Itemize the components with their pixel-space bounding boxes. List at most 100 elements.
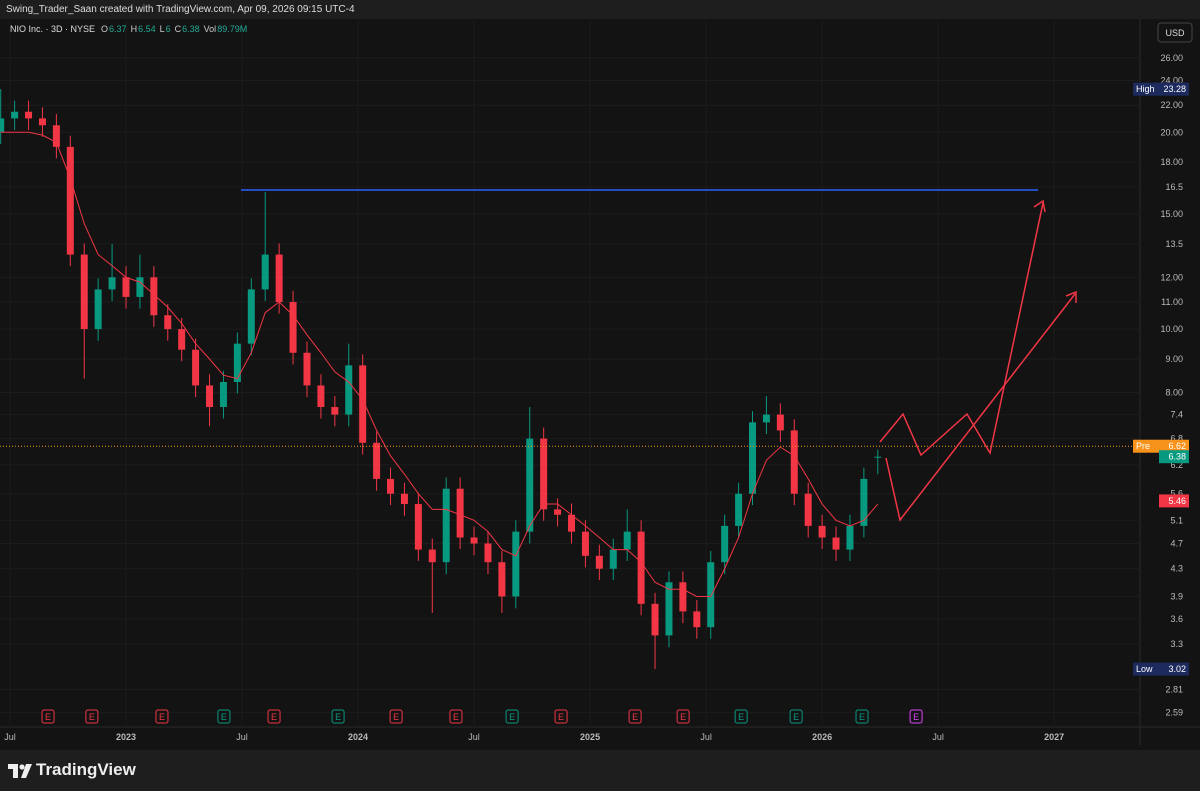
earnings-label: E: [453, 712, 459, 722]
earnings-label: E: [89, 712, 95, 722]
candle-body: [748, 422, 756, 494]
earnings-box: [331, 709, 345, 724]
candle-body: [192, 349, 200, 386]
y-tick-label: 6.2: [1170, 460, 1183, 470]
earnings-box: [789, 709, 803, 724]
y-tick-label: 20.00: [1160, 127, 1183, 137]
price-badge: [1133, 439, 1189, 453]
legend-value: 6.38: [182, 24, 200, 34]
y-tick-label: 24.00: [1160, 76, 1183, 86]
candle-body: [428, 549, 436, 563]
footer: TradingView: [0, 750, 1200, 791]
y-tick-label: 8.00: [1165, 387, 1183, 397]
price-badge-value: 6.62: [1168, 441, 1186, 451]
candle-body: [609, 549, 617, 569]
y-tick-label: 4.3: [1170, 564, 1183, 574]
earnings-marker: E: [331, 709, 345, 724]
candle-body: [554, 509, 562, 515]
price-badge-name: High: [1136, 84, 1155, 94]
candle-body: [818, 525, 826, 538]
legend-value: 6.54: [138, 24, 156, 34]
earnings-label: E: [221, 712, 227, 722]
y-tick-label: 22.00: [1160, 100, 1183, 110]
candle-body: [247, 289, 255, 344]
y-tick-label: 16.5: [1165, 182, 1183, 192]
candle-body: [150, 277, 158, 316]
earnings-marker: E: [734, 709, 748, 724]
earnings-marker: E: [554, 709, 568, 724]
candle-body: [595, 555, 603, 569]
earnings-marker: E: [155, 709, 169, 724]
legend-key: Vol: [203, 24, 217, 34]
candle-body: [345, 365, 353, 415]
y-tick-label: 2.81: [1165, 685, 1183, 695]
candle-body: [776, 414, 784, 431]
candle-body: [874, 456, 882, 458]
chart-background: [0, 19, 1200, 750]
currency: USD: [1165, 28, 1185, 38]
candle-body: [233, 343, 241, 382]
earnings-box: [628, 709, 642, 724]
earnings-label: E: [913, 712, 919, 722]
candle-body: [804, 493, 812, 526]
candle-body: [66, 146, 74, 255]
earnings-box: [505, 709, 519, 724]
earnings-marker: E: [217, 709, 231, 724]
candle-body: [275, 254, 283, 303]
price-badge-value: 3.02: [1168, 664, 1186, 674]
candle-body: [52, 125, 60, 147]
x-tick-label: 2026: [812, 732, 832, 742]
earnings-box: [267, 709, 281, 724]
candle-body: [735, 493, 743, 526]
earnings-label: E: [335, 712, 341, 722]
candle-body: [526, 438, 534, 532]
candle-body: [651, 603, 659, 636]
y-tick-label: 6.8: [1170, 434, 1183, 444]
earnings-box: [554, 709, 568, 724]
currency-button[interactable]: [1157, 22, 1193, 43]
earnings-box: [909, 709, 923, 724]
earnings-box: [41, 709, 55, 724]
candle-body: [303, 352, 311, 386]
candle-body: [414, 504, 422, 550]
y-tick-label: 12.00: [1160, 272, 1183, 282]
y-tick-label: 2.59: [1165, 708, 1183, 718]
candle-body: [456, 488, 464, 538]
earnings-box: [217, 709, 231, 724]
candle-body: [721, 525, 729, 563]
earnings-box: [449, 709, 463, 724]
arrow-head: [1033, 199, 1046, 213]
legend: NIO Inc. · 3D · NYSE O6.37 H6.54 L6 C6.38 Vol…: [10, 24, 248, 34]
earnings-marker: E: [41, 709, 55, 724]
earnings-label: E: [632, 712, 638, 722]
earnings-label: E: [45, 712, 51, 722]
moving-average: [0, 131, 879, 597]
earnings-label: E: [558, 712, 564, 722]
y-tick-label: 9.00: [1165, 354, 1183, 364]
earnings-box: [85, 709, 99, 724]
candle-body: [512, 531, 520, 597]
earnings-box: [676, 709, 690, 724]
y-tick-label: 7.4: [1170, 410, 1183, 420]
legend-value: 6.37: [109, 24, 127, 34]
y-tick-label: 5.1: [1170, 515, 1183, 525]
y-tick-label: 15.00: [1160, 209, 1183, 219]
legend-value: 89.79M: [217, 24, 248, 34]
candle-body: [790, 430, 798, 494]
x-tick-label: Jul: [4, 732, 16, 742]
earnings-marker: E: [505, 709, 519, 724]
x-tick-label: 2025: [580, 732, 600, 742]
candle-body: [693, 611, 701, 628]
legend-key: C: [174, 24, 182, 34]
legend-title: NIO Inc. · 3D · NYSE: [10, 24, 96, 34]
candle-body: [289, 302, 297, 353]
candle-body: [568, 514, 576, 532]
candle-body: [331, 407, 339, 415]
y-tick-label: 26.00: [1160, 53, 1183, 63]
author-line: Swing_Trader_Saan created with TradingVi…: [0, 0, 1200, 19]
earnings-label: E: [793, 712, 799, 722]
y-tick-label: 4.7: [1170, 538, 1183, 548]
price-badge-name: Pre: [1136, 441, 1150, 451]
candle-body: [832, 537, 840, 550]
